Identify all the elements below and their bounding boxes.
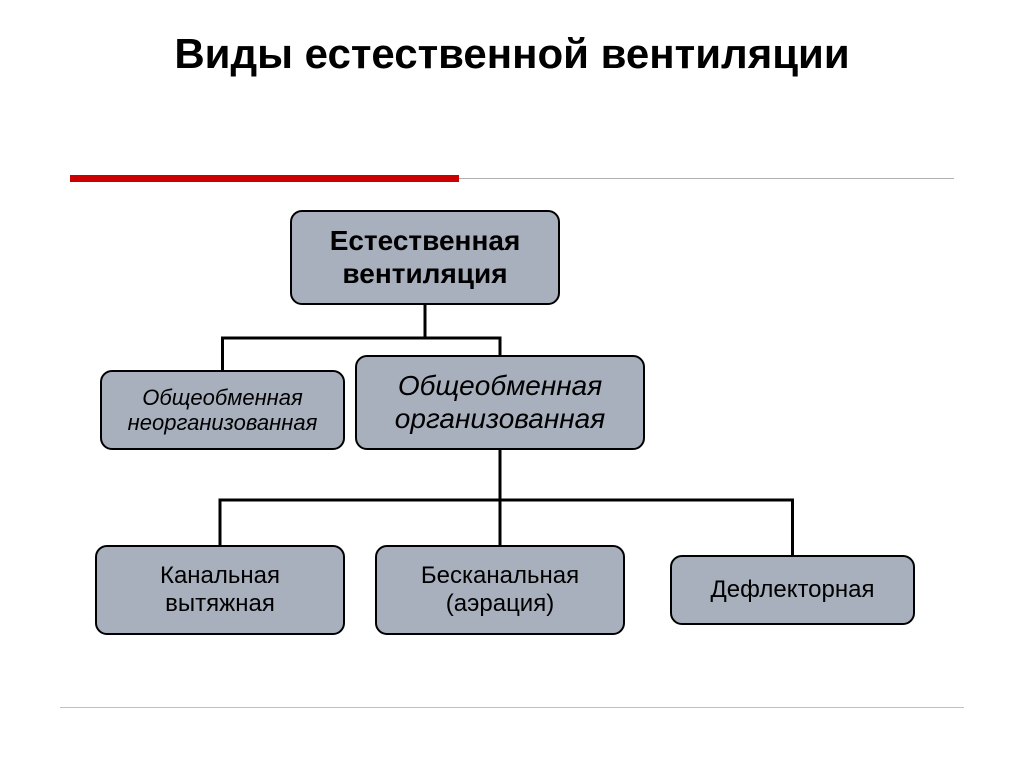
- slide: Виды естественной вентиляции Естественна…: [0, 0, 1024, 768]
- node-root: Естественная вентиляция: [290, 210, 560, 305]
- slide-title: Виды естественной вентиляции: [0, 0, 1024, 78]
- node-l2a: Общеобменная неорганизованная: [100, 370, 345, 450]
- node-l2b: Общеобменная организованная: [355, 355, 645, 450]
- divider-thick: [70, 175, 459, 182]
- node-l3c: Дефлекторная: [670, 555, 915, 625]
- footer-line: [60, 707, 964, 708]
- node-l3a: Канальная вытяжная: [95, 545, 345, 635]
- node-l3b: Бесканальная (аэрация): [375, 545, 625, 635]
